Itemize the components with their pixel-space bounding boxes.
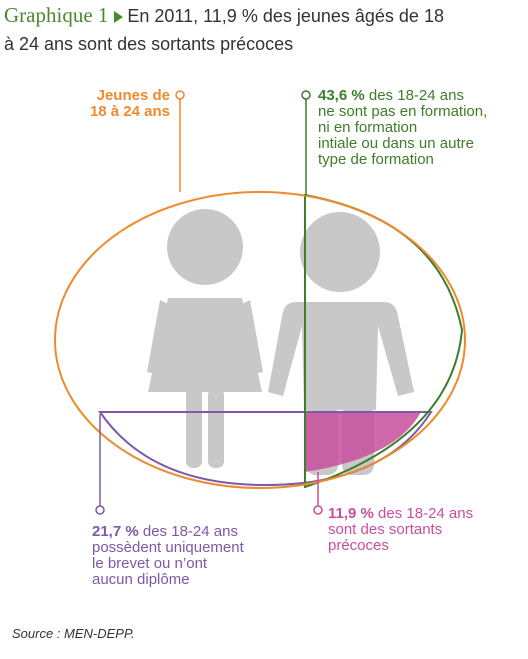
low-diploma-label: 21,7 % des 18-24 ans possèdent uniquemen… (92, 524, 292, 588)
youth-population-ellipse (54, 191, 466, 489)
not-in-training-line1: des 18-24 ans (368, 87, 464, 104)
early-leavers-line3: précoces (328, 537, 389, 554)
source-note: Source : MEN-DEPP. (12, 626, 135, 641)
chart-title-line2: à 24 ans sont des sortants précoces (4, 34, 294, 54)
chart-title-line1: En 2011, 11,9 % des jeunes âgés de 18 (127, 6, 444, 26)
low-diploma-line1: des 18-24 ans (142, 523, 238, 540)
not-in-training-label: 43,6 % des 18-24 ans ne sont pas en form… (318, 88, 518, 168)
low-diploma-line4: aucun diplôme (92, 571, 190, 588)
youth-label-line2: 18 à 24 ans (89, 103, 170, 120)
youth-label-line1: Jeunes de (96, 87, 170, 104)
not-in-training-line2: ne sont pas en formation, (318, 103, 488, 120)
chart-title-lead: Graphique 1 (4, 3, 109, 27)
female-figure-icon (147, 209, 263, 468)
early-leavers-value: 11,9 % (328, 505, 374, 522)
triangle-arrow-icon (114, 11, 124, 24)
early-leavers-label: 11,9 % des 18-24 ans sont des sortants p… (328, 506, 524, 554)
early-leavers-line2: sont des sortants (328, 521, 443, 538)
not-in-training-line3: ni en formation (318, 119, 418, 136)
early-leavers-segment (305, 412, 421, 472)
not-in-training-line5: type de formation (318, 151, 434, 168)
not-in-training-value: 43,6 % (318, 87, 365, 104)
early-leavers-line1: des 18-24 ans (378, 505, 474, 522)
chart-title: Graphique 1 En 2011, 11,9 % des jeunes âg… (4, 2, 524, 59)
leader-lines (95, 90, 323, 515)
youth-label: Jeunes de 18 à 24 ans (82, 88, 170, 120)
low-diploma-line2: possèdent uniquement (92, 539, 244, 556)
low-diploma-value: 21,7 % (92, 523, 139, 540)
low-diploma-segment (98, 411, 433, 487)
low-diploma-line3: le brevet ou n’ont (92, 555, 208, 572)
not-in-training-line4: intiale ou dans un autre (318, 135, 474, 152)
